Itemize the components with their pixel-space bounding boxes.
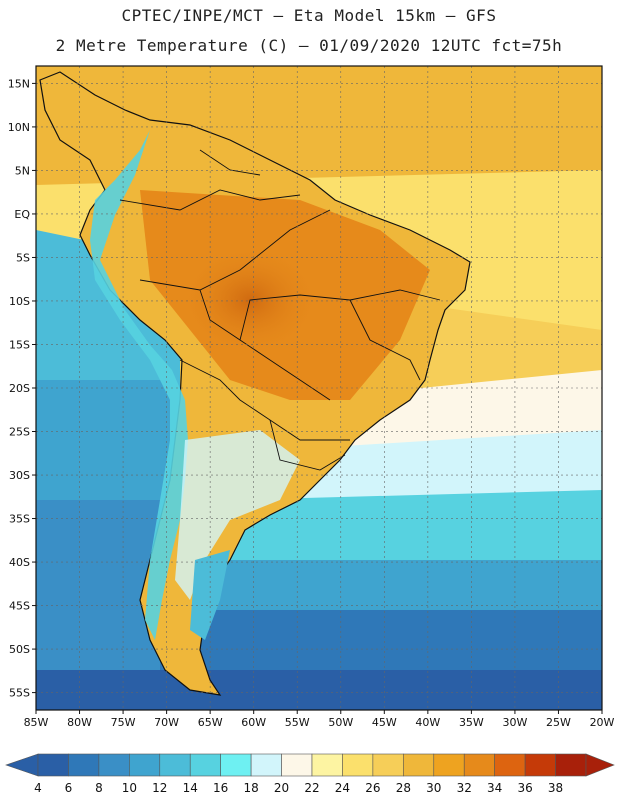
colorbar-swatch xyxy=(98,753,130,777)
lat-label: 40S xyxy=(9,556,30,569)
field-band-deep-pacific xyxy=(36,500,160,710)
colorbar-swatch xyxy=(129,753,161,777)
colorbar-label: 16 xyxy=(213,781,228,795)
country-borders xyxy=(119,149,441,471)
colorbar-swatch xyxy=(281,753,313,777)
colorbar-label: 38 xyxy=(548,781,563,795)
colorbar-labels: 4 6 8 10 12 14 16 18 20 22 24 26 28 30 32 34 36 38 xyxy=(34,781,563,795)
colorbar-swatch xyxy=(342,753,374,777)
lat-label: 10S xyxy=(9,295,30,308)
colorbar-label: 12 xyxy=(152,781,167,795)
colorbar-label: 14 xyxy=(183,781,198,795)
colorbar-label: 22 xyxy=(304,781,319,795)
latitude-axis: 15N 10N 5N EQ 5S 10S 15S 20S 25S 30S 35S 40S 45S 50S 5… xyxy=(8,77,36,700)
colorbar-label: 26 xyxy=(365,781,380,795)
colorbar-swatch xyxy=(189,753,221,777)
colorbar-swatch xyxy=(220,753,252,777)
longitude-axis: 85W 80W 75W 70W 65W 60W 55W 50W 45W 40W 35W 30W 25W 2… xyxy=(24,710,615,729)
lon-label: 20W xyxy=(590,716,615,729)
colorbar-arrow-low xyxy=(5,753,39,777)
lat-label: 45S xyxy=(9,600,30,613)
colorbar-swatch xyxy=(250,753,282,777)
map-field xyxy=(36,66,602,710)
andes-cold-strip xyxy=(90,130,188,640)
colorbar-swatch xyxy=(311,753,343,777)
lon-label: 25W xyxy=(546,716,571,729)
lon-label: 40W xyxy=(415,716,440,729)
lon-label: 35W xyxy=(459,716,484,729)
colorbar: 4 6 8 10 12 14 16 18 20 22 24 26 28 30 32 34 36 38 xyxy=(5,753,615,795)
field-band-antarctic xyxy=(36,670,602,710)
lat-label: 5S xyxy=(16,251,30,264)
colorbar-swatch xyxy=(494,753,526,777)
colorbar-swatch xyxy=(555,753,587,777)
colorbar-swatch xyxy=(372,753,404,777)
colorbar-swatch xyxy=(68,753,100,777)
lat-label: 5N xyxy=(15,164,30,177)
lat-label: 25S xyxy=(9,426,30,439)
map-subtitle: 2 Metre Temperature (C) – 01/09/2020 12U… xyxy=(55,36,563,55)
patagonia xyxy=(190,550,230,640)
colorbar-label: 28 xyxy=(396,781,411,795)
colorbar-label: 34 xyxy=(487,781,502,795)
lat-label: 35S xyxy=(9,513,30,526)
lat-label: 15S xyxy=(9,338,30,351)
colorbar-swatch xyxy=(403,753,435,777)
lat-label: 10N xyxy=(8,121,30,134)
colorbar-label: 20 xyxy=(274,781,289,795)
colorbar-swatch xyxy=(159,753,191,777)
colorbar-label: 6 xyxy=(65,781,73,795)
colorbar-swatch xyxy=(37,753,69,777)
colorbar-label: 24 xyxy=(335,781,350,795)
colorbar-swatch xyxy=(463,753,495,777)
colorbar-label: 30 xyxy=(426,781,441,795)
lon-label: 60W xyxy=(241,716,266,729)
lat-label: EQ xyxy=(14,208,30,221)
colorbar-label: 18 xyxy=(243,781,258,795)
lon-label: 45W xyxy=(372,716,397,729)
colorbar-arrow-high xyxy=(585,753,615,777)
graticule xyxy=(36,66,602,710)
colorbar-label: 32 xyxy=(457,781,472,795)
colorbar-label: 4 xyxy=(34,781,42,795)
lon-label: 50W xyxy=(328,716,353,729)
lon-label: 65W xyxy=(198,716,223,729)
lon-label: 70W xyxy=(154,716,179,729)
colorbar-label: 8 xyxy=(95,781,103,795)
lon-label: 30W xyxy=(502,716,527,729)
lat-label: 30S xyxy=(9,469,30,482)
lat-label: 55S xyxy=(9,687,30,700)
lon-label: 80W xyxy=(67,716,92,729)
lon-label: 55W xyxy=(285,716,310,729)
lat-label: 20S xyxy=(9,382,30,395)
colorbar-label: 10 xyxy=(122,781,137,795)
field-band-south-atlantic xyxy=(230,490,602,580)
colorbar-swatch xyxy=(433,753,465,777)
map-title: CPTEC/INPE/MCT – Eta Model 15km – GFS xyxy=(121,6,497,25)
lon-label: 85W xyxy=(24,716,49,729)
lat-label: 50S xyxy=(9,643,30,656)
lat-label: 15N xyxy=(8,77,30,90)
colorbar-label: 36 xyxy=(517,781,532,795)
colorbar-swatches xyxy=(5,753,615,777)
lon-label: 75W xyxy=(111,716,136,729)
colorbar-swatch xyxy=(524,753,556,777)
